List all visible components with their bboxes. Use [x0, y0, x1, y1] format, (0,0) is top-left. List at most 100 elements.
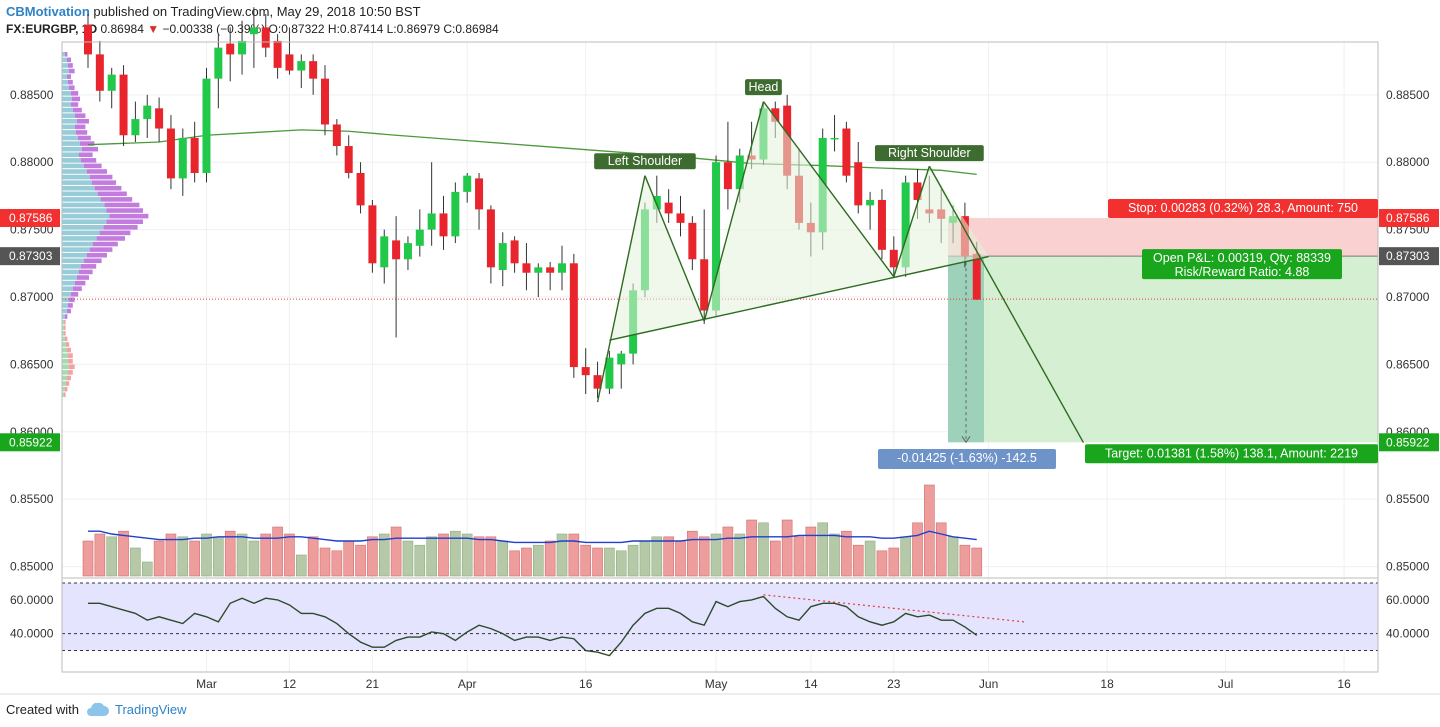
price-tick-left: 0.86500	[10, 357, 54, 371]
price-tag-left	[0, 209, 60, 228]
volume-profile-bar	[62, 130, 76, 135]
volume-profile-bar	[62, 197, 101, 202]
candle	[569, 263, 578, 368]
volume-profile-bar	[66, 347, 71, 353]
volume-profile-bar	[62, 342, 66, 347]
volume-profile-bar	[62, 163, 84, 169]
price-tick-left: 0.85500	[10, 492, 54, 506]
volume-bar	[710, 533, 722, 577]
volume-profile-bar	[62, 314, 65, 319]
volume-profile-bar	[64, 314, 68, 319]
candles	[84, 7, 981, 399]
tradingview-brand[interactable]: TradingView	[114, 702, 187, 717]
pnl-label-box	[1142, 249, 1342, 280]
volume-bar	[615, 550, 627, 577]
volume-bar	[722, 526, 734, 577]
volume-bar	[864, 540, 876, 577]
volume-profile-bar	[63, 325, 66, 331]
volume-profile-bar	[80, 264, 97, 269]
price-tag-right	[1379, 247, 1439, 266]
volume-profile-bar	[62, 219, 107, 224]
pattern-line	[644, 175, 705, 322]
time-tick: Jul	[1218, 677, 1233, 691]
volume-profile-bar	[92, 241, 118, 247]
volume-bar	[971, 547, 983, 577]
volume-profile-bar	[62, 236, 97, 241]
volume-profile-bar	[74, 124, 86, 130]
volume-pane	[82, 484, 983, 577]
volume-profile-bar	[106, 219, 143, 224]
candle	[380, 236, 389, 268]
author-name[interactable]: CBMotivation	[6, 4, 90, 19]
volume-bar	[734, 533, 746, 577]
price-tick-left: 0.87000	[10, 290, 54, 304]
volume-profile-bar	[78, 269, 93, 275]
volume-profile-bar	[86, 169, 107, 174]
time-tick: 23	[887, 677, 901, 691]
rsi-line	[88, 595, 978, 657]
candle	[238, 40, 247, 55]
volume-bar	[402, 540, 414, 577]
volume-bar	[639, 540, 651, 577]
price-tag-left-text: 0.87586	[9, 211, 53, 225]
volume-bar	[592, 547, 603, 577]
candle	[558, 263, 566, 273]
volume-bar	[426, 536, 437, 577]
volume-profile-bar	[67, 303, 73, 308]
volume-bar	[627, 544, 639, 577]
candle	[332, 124, 341, 147]
volume-bar	[378, 533, 390, 577]
volume-profile-bar	[62, 358, 68, 364]
volume-profile-bar	[62, 381, 66, 386]
volume-profile-bar	[63, 392, 66, 397]
candle	[178, 137, 187, 179]
volume-profile-bar	[62, 141, 80, 146]
candle	[498, 243, 507, 271]
time-tick: May	[705, 677, 728, 691]
candle	[261, 27, 270, 48]
volume-bar	[876, 550, 888, 577]
volume-profile-bar	[70, 91, 79, 96]
time-tick: 18	[1100, 677, 1114, 691]
rsi-tick-right: 40.0000	[1386, 627, 1430, 641]
volume-bar	[450, 530, 461, 577]
candle	[830, 137, 839, 140]
volume-profile-bar	[68, 68, 75, 74]
volume-profile-bar	[62, 174, 90, 180]
symbol-name: FX:EURGBP, 1D	[6, 22, 98, 36]
candle	[605, 357, 614, 389]
volume-profile-bar	[62, 152, 79, 158]
volume-bar	[438, 533, 449, 577]
candle	[166, 128, 175, 179]
candle	[712, 162, 721, 311]
volume-bar	[272, 526, 283, 577]
price-change: −0.00338 (−0.39%)	[162, 22, 266, 36]
pattern-label-box	[745, 79, 782, 96]
pattern-label-box	[874, 145, 984, 162]
volume-bar	[532, 544, 544, 577]
time-tick: Mar	[196, 677, 217, 691]
target-label-box	[1085, 444, 1378, 464]
volume-profile-bar	[77, 135, 91, 141]
rsi-divergence-line	[763, 594, 1025, 623]
volume-bar	[888, 547, 900, 577]
volume-profile-bar	[74, 280, 86, 286]
footer: Created with TradingView	[6, 702, 187, 717]
volume-bar	[141, 561, 153, 577]
volume-bar	[201, 533, 212, 577]
rsi-band	[62, 583, 1378, 651]
volume-bar	[817, 522, 829, 577]
volume-profile-bar	[62, 291, 71, 297]
volume-bar	[580, 544, 592, 577]
volume-bar	[130, 547, 141, 577]
volume-bar	[213, 536, 224, 577]
volume-profile-bar	[62, 370, 68, 375]
volume-bar	[959, 544, 971, 577]
price-tag-right-text: 0.87586	[1386, 211, 1430, 225]
volume-profile-bar	[65, 381, 70, 386]
volume-profile-bar	[62, 52, 65, 57]
volume-profile-bar	[62, 247, 90, 252]
candle	[652, 195, 661, 210]
candle	[854, 162, 863, 206]
